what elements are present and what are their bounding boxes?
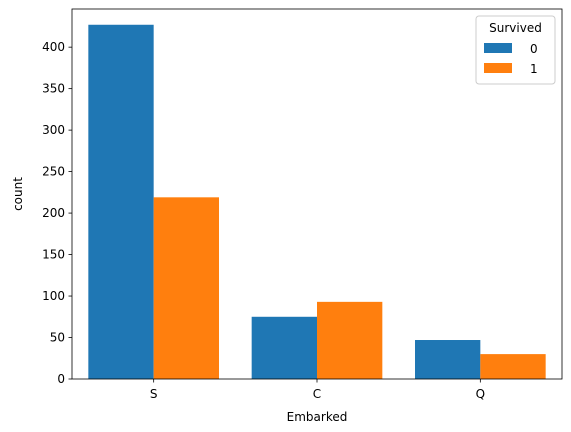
legend-swatch-0 bbox=[484, 43, 512, 53]
y-tick-label: 250 bbox=[42, 165, 65, 179]
legend-label-1: 1 bbox=[530, 62, 538, 76]
x-tick-label-C: C bbox=[313, 387, 321, 401]
legend-label-0: 0 bbox=[530, 42, 538, 56]
bar-C-survived-0 bbox=[251, 316, 317, 379]
bar-S-survived-0 bbox=[88, 24, 154, 380]
y-tick-label: 400 bbox=[42, 40, 65, 54]
bar-S-survived-1 bbox=[153, 197, 219, 379]
y-tick-label: 50 bbox=[50, 331, 65, 345]
x-tick-label-Q: Q bbox=[476, 387, 485, 401]
bars-layer bbox=[88, 24, 546, 380]
bar-Q-survived-0 bbox=[415, 340, 481, 379]
legend-swatch-1 bbox=[484, 63, 512, 73]
y-axis-label: count bbox=[11, 177, 25, 211]
legend-title: Survived bbox=[489, 21, 542, 35]
y-tick-label: 100 bbox=[42, 289, 65, 303]
y-tick-label: 200 bbox=[42, 206, 65, 220]
y-axis: 0 50 100 150 200 250 300 350 400 bbox=[42, 40, 72, 386]
x-axis-label: Embarked bbox=[287, 410, 348, 424]
plot-frame bbox=[71, 8, 563, 380]
y-tick-label: 150 bbox=[42, 248, 65, 262]
y-tick-label: 300 bbox=[42, 123, 65, 137]
y-tick-label: 350 bbox=[42, 82, 65, 96]
bar-C-survived-1 bbox=[317, 301, 383, 379]
legend: Survived 0 1 bbox=[475, 15, 556, 85]
bar-Q-survived-1 bbox=[480, 354, 546, 379]
y-tick-label: 0 bbox=[57, 372, 65, 386]
x-tick-label-S: S bbox=[150, 387, 158, 401]
